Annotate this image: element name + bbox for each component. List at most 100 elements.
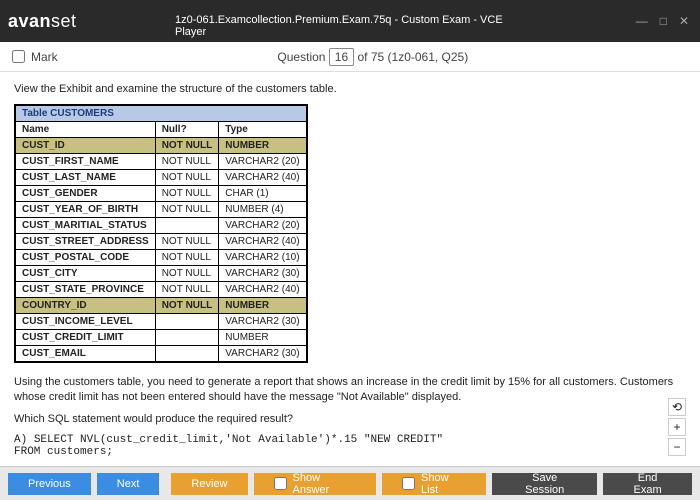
table-cell: VARCHAR2 (30) — [219, 266, 307, 282]
zoom-controls: ⟲ + − — [668, 398, 686, 456]
question-bar: Mark Question 16 of 75 (1z0-061, Q25) — [0, 42, 700, 72]
next-button[interactable]: Next — [97, 473, 160, 495]
opt-a-line1: SELECT NVL(cust_credit_limit,'Not Availa… — [34, 434, 443, 446]
question-info: Question 16 of 75 (1z0-061, Q25) — [58, 50, 688, 64]
show-answer-label: Show Answer — [293, 472, 357, 496]
table-cell: NOT NULL — [155, 282, 219, 298]
logo-part2: set — [51, 11, 77, 31]
table-cell: NOT NULL — [155, 202, 219, 218]
table-row: CUST_EMAIL VARCHAR2 (30) — [15, 346, 307, 363]
table-cell: CUST_GENDER — [15, 186, 155, 202]
table-cell: NUMBER — [219, 138, 307, 154]
table-cell: CUST_YEAR_OF_BIRTH — [15, 202, 155, 218]
para3: Which SQL statement would produce the re… — [14, 412, 686, 426]
table-row: CUST_POSTAL_CODENOT NULLVARCHAR2 (10) — [15, 250, 307, 266]
show-list-button[interactable]: Show List — [382, 473, 486, 495]
table-row: CUST_YEAR_OF_BIRTHNOT NULLNUMBER (4) — [15, 202, 307, 218]
table-cell: CHAR (1) — [219, 186, 307, 202]
titlebar: avanset 1z0-061.Examcollection.Premium.E… — [0, 0, 700, 42]
table-cell: CUST_POSTAL_CODE — [15, 250, 155, 266]
table-cell: CUST_INCOME_LEVEL — [15, 314, 155, 330]
show-list-label: Show List — [421, 472, 466, 496]
table-cell: CUST_EMAIL — [15, 346, 155, 363]
table-cell — [155, 218, 219, 234]
table-cell: CUST_MARITIAL_STATUS — [15, 218, 155, 234]
show-list-checkbox[interactable] — [402, 477, 415, 490]
table-title: Table CUSTOMERS — [15, 105, 307, 122]
table-cell: CUST_CREDIT_LIMIT — [15, 330, 155, 346]
question-total: of 75 (1z0-061, Q25) — [358, 50, 469, 64]
option-a: A) SELECT NVL(cust_credit_limit,'Not Ava… — [14, 434, 686, 458]
table-row: CUST_GENDERNOT NULLCHAR (1) — [15, 186, 307, 202]
window-title: 1z0-061.Examcollection.Premium.Exam.75q … — [175, 14, 525, 38]
save-session-button[interactable]: Save Session — [492, 473, 597, 495]
table-row: CUST_STATE_PROVINCENOT NULLVARCHAR2 (40) — [15, 282, 307, 298]
show-answer-checkbox[interactable] — [274, 477, 287, 490]
opt-a-line2: FROM customers; — [14, 446, 113, 458]
table-cell: VARCHAR2 (20) — [219, 154, 307, 170]
table-cell: CUST_CITY — [15, 266, 155, 282]
table-row: CUST_LAST_NAMENOT NULLVARCHAR2 (40) — [15, 170, 307, 186]
content-area: View the Exhibit and examine the structu… — [0, 72, 700, 466]
table-row: CUST_MARITIAL_STATUS VARCHAR2 (20) — [15, 218, 307, 234]
intro-text: View the Exhibit and examine the structu… — [14, 82, 686, 96]
table-cell: NOT NULL — [155, 266, 219, 282]
table-cell: NUMBER (4) — [219, 202, 307, 218]
table-cell: VARCHAR2 (30) — [219, 314, 307, 330]
previous-button[interactable]: Previous — [8, 473, 91, 495]
table-cell: NOT NULL — [155, 138, 219, 154]
table-row: CUST_INCOME_LEVEL VARCHAR2 (30) — [15, 314, 307, 330]
col-type: Type — [219, 122, 307, 138]
table-cell: CUST_STREET_ADDRESS — [15, 234, 155, 250]
table-cell: NOT NULL — [155, 250, 219, 266]
table-cell: CUST_ID — [15, 138, 155, 154]
table-cell: NUMBER — [219, 330, 307, 346]
table-cell: NUMBER — [219, 298, 307, 314]
col-null: Null? — [155, 122, 219, 138]
logo: avanset — [8, 11, 77, 32]
table-cell: NOT NULL — [155, 154, 219, 170]
table-cell: VARCHAR2 (10) — [219, 250, 307, 266]
table-cell: CUST_LAST_NAME — [15, 170, 155, 186]
table-row: CUST_CREDIT_LIMIT NUMBER — [15, 330, 307, 346]
table-cell: VARCHAR2 (20) — [219, 218, 307, 234]
table-cell: CUST_FIRST_NAME — [15, 154, 155, 170]
table-cell: CUST_STATE_PROVINCE — [15, 282, 155, 298]
logo-part1: avan — [8, 11, 51, 31]
question-label: Question — [277, 50, 325, 64]
table-row: COUNTRY_IDNOT NULLNUMBER — [15, 298, 307, 314]
table-cell — [155, 330, 219, 346]
end-exam-button[interactable]: End Exam — [603, 473, 692, 495]
table-cell: VARCHAR2 (40) — [219, 170, 307, 186]
minimize-icon[interactable]: — — [633, 14, 651, 28]
review-button[interactable]: Review — [171, 473, 247, 495]
table-cell: COUNTRY_ID — [15, 298, 155, 314]
bottom-bar: Previous Next Review Show Answer Show Li… — [0, 466, 700, 500]
table-row: CUST_STREET_ADDRESSNOT NULLVARCHAR2 (40) — [15, 234, 307, 250]
table-row: CUST_FIRST_NAMENOT NULLVARCHAR2 (20) — [15, 154, 307, 170]
table-cell: VARCHAR2 (40) — [219, 234, 307, 250]
maximize-icon[interactable]: □ — [657, 14, 670, 28]
table-row: CUST_CITYNOT NULLVARCHAR2 (30) — [15, 266, 307, 282]
mark-label: Mark — [31, 50, 58, 64]
table-row: CUST_IDNOT NULLNUMBER — [15, 138, 307, 154]
table-cell — [155, 314, 219, 330]
table-cell: NOT NULL — [155, 186, 219, 202]
show-answer-button[interactable]: Show Answer — [254, 473, 377, 495]
zoom-out-icon[interactable]: − — [668, 438, 686, 456]
customers-table: Table CUSTOMERS Name Null? Type CUST_IDN… — [14, 104, 308, 363]
close-icon[interactable]: ✕ — [676, 14, 692, 28]
opt-a-label: A) — [14, 434, 34, 446]
table-cell: VARCHAR2 (40) — [219, 282, 307, 298]
zoom-reset-icon[interactable]: ⟲ — [668, 398, 686, 416]
table-cell: NOT NULL — [155, 298, 219, 314]
window-controls: — □ ✕ — [633, 14, 692, 28]
table-cell: NOT NULL — [155, 170, 219, 186]
table-cell: VARCHAR2 (30) — [219, 346, 307, 363]
table-cell: NOT NULL — [155, 234, 219, 250]
mark-checkbox[interactable] — [12, 50, 25, 63]
zoom-in-icon[interactable]: + — [668, 418, 686, 436]
para2: Using the customers table, you need to g… — [14, 375, 686, 404]
table-cell — [155, 346, 219, 363]
question-number: 16 — [329, 48, 354, 66]
